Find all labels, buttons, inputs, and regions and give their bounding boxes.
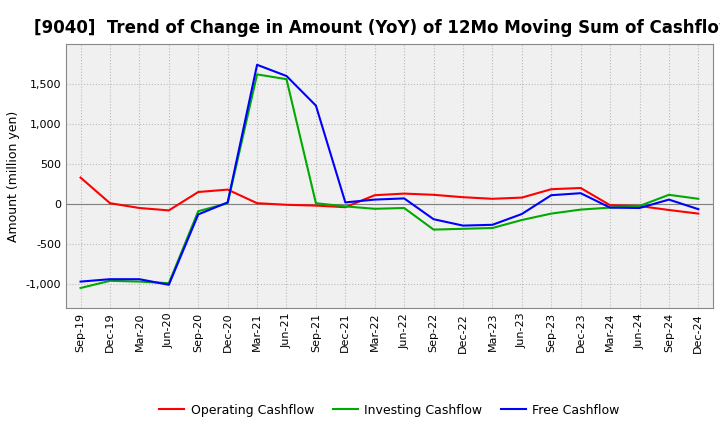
Free Cashflow: [429, 216, 438, 222]
Investing Cashflow: [576, 207, 585, 212]
Free Cashflow: [106, 277, 114, 282]
Operating Cashflow: [253, 201, 261, 206]
Investing Cashflow: [547, 211, 556, 216]
Investing Cashflow: [400, 205, 408, 211]
Operating Cashflow: [106, 201, 114, 206]
Operating Cashflow: [429, 192, 438, 198]
Y-axis label: Amount (million yen): Amount (million yen): [7, 110, 20, 242]
Investing Cashflow: [135, 279, 144, 284]
Free Cashflow: [488, 222, 497, 227]
Operating Cashflow: [223, 187, 232, 192]
Free Cashflow: [312, 103, 320, 108]
Investing Cashflow: [164, 281, 173, 286]
Operating Cashflow: [282, 202, 291, 207]
Investing Cashflow: [312, 201, 320, 206]
Operating Cashflow: [164, 208, 173, 213]
Operating Cashflow: [370, 193, 379, 198]
Investing Cashflow: [341, 204, 350, 209]
Operating Cashflow: [76, 175, 85, 180]
Legend: Operating Cashflow, Investing Cashflow, Free Cashflow: Operating Cashflow, Investing Cashflow, …: [154, 399, 624, 422]
Investing Cashflow: [488, 225, 497, 231]
Free Cashflow: [76, 279, 85, 284]
Free Cashflow: [164, 282, 173, 287]
Operating Cashflow: [341, 205, 350, 210]
Operating Cashflow: [547, 187, 556, 192]
Operating Cashflow: [635, 203, 644, 209]
Line: Free Cashflow: Free Cashflow: [81, 65, 698, 285]
Investing Cashflow: [223, 201, 232, 206]
Operating Cashflow: [488, 196, 497, 202]
Operating Cashflow: [400, 191, 408, 196]
Investing Cashflow: [518, 217, 526, 223]
Investing Cashflow: [106, 278, 114, 283]
Free Cashflow: [518, 211, 526, 216]
Operating Cashflow: [606, 202, 614, 208]
Operating Cashflow: [135, 205, 144, 211]
Investing Cashflow: [694, 196, 703, 202]
Free Cashflow: [194, 212, 202, 217]
Line: Investing Cashflow: Investing Cashflow: [81, 74, 698, 288]
Investing Cashflow: [194, 209, 202, 214]
Free Cashflow: [665, 197, 673, 202]
Operating Cashflow: [576, 185, 585, 191]
Free Cashflow: [135, 277, 144, 282]
Operating Cashflow: [665, 207, 673, 213]
Investing Cashflow: [459, 226, 467, 231]
Operating Cashflow: [194, 189, 202, 194]
Free Cashflow: [635, 205, 644, 211]
Free Cashflow: [694, 206, 703, 212]
Operating Cashflow: [694, 211, 703, 216]
Investing Cashflow: [76, 286, 85, 291]
Free Cashflow: [547, 193, 556, 198]
Investing Cashflow: [665, 192, 673, 198]
Free Cashflow: [459, 223, 467, 228]
Free Cashflow: [253, 62, 261, 67]
Free Cashflow: [606, 205, 614, 210]
Title: [9040]  Trend of Change in Amount (YoY) of 12Mo Moving Sum of Cashflows: [9040] Trend of Change in Amount (YoY) o…: [35, 19, 720, 37]
Operating Cashflow: [518, 195, 526, 200]
Investing Cashflow: [282, 77, 291, 82]
Investing Cashflow: [429, 227, 438, 232]
Operating Cashflow: [312, 203, 320, 208]
Free Cashflow: [223, 200, 232, 205]
Free Cashflow: [282, 73, 291, 79]
Free Cashflow: [341, 200, 350, 205]
Investing Cashflow: [606, 205, 614, 210]
Operating Cashflow: [459, 194, 467, 200]
Investing Cashflow: [370, 206, 379, 212]
Free Cashflow: [400, 196, 408, 201]
Free Cashflow: [370, 197, 379, 202]
Investing Cashflow: [635, 203, 644, 209]
Free Cashflow: [576, 191, 585, 196]
Line: Operating Cashflow: Operating Cashflow: [81, 178, 698, 213]
Investing Cashflow: [253, 72, 261, 77]
